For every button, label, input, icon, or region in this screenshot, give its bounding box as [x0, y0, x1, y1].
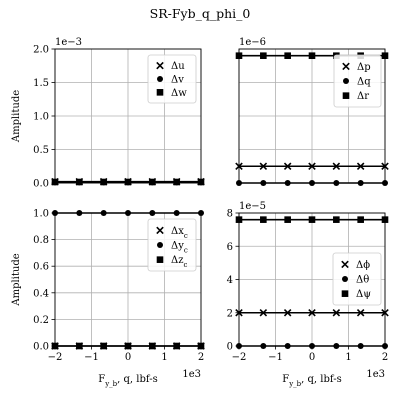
- y-tick-label: 8: [227, 209, 233, 220]
- legend-marker: [157, 242, 163, 248]
- legend: Δu Δv Δw: [147, 54, 197, 104]
- y-tick-label: 1.0: [33, 209, 49, 220]
- data-point: [76, 178, 83, 186]
- y-tick-label: 2: [227, 308, 233, 319]
- x-tick-label: −2: [232, 352, 247, 363]
- legend: Δp Δq Δr: [333, 54, 382, 108]
- data-point: [100, 178, 107, 186]
- legend: Δϕ Δθ Δψ: [332, 252, 382, 306]
- legend-label: Δv: [171, 75, 184, 86]
- x-multiplier: 1e3: [182, 369, 201, 380]
- series-3: [51, 178, 205, 186]
- y-multiplier: 1e−5: [239, 201, 266, 212]
- data-point: [308, 52, 316, 59]
- data-point: [260, 52, 267, 59]
- x-tick-label: 2: [198, 352, 204, 363]
- y-multiplier: 1e−6: [239, 37, 266, 48]
- x-axis-label: Fy_b​, q, lbf-s: [98, 374, 157, 388]
- y-axis-label: Amplitude: [11, 90, 22, 143]
- legend-label: Δxc​: [171, 226, 188, 240]
- legend-marker: [342, 62, 350, 71]
- x-tick-label: 1: [161, 352, 167, 363]
- x-tick-label: 0: [309, 352, 315, 363]
- legend-marker: [343, 78, 349, 84]
- legend-marker: [342, 276, 348, 282]
- y-tick-label: 6: [227, 242, 233, 253]
- y-tick-label: 0.5: [33, 145, 49, 156]
- x-axis-label: Fy_b​, q, lbf-s: [282, 374, 341, 388]
- data-point: [259, 308, 268, 317]
- legend-label: Δzc​: [171, 255, 188, 269]
- y-tick-label: 1.5: [33, 78, 49, 89]
- subplot-2: 1e−6 Δp Δq Δr: [235, 37, 389, 186]
- figure-title: SR-Fyb_q_phi_0: [150, 6, 251, 21]
- legend-marker: [156, 256, 164, 263]
- data-point: [284, 52, 291, 59]
- y-tick-label: 0.0: [33, 179, 49, 190]
- legend-marker: [157, 76, 163, 82]
- legend: Δxc​Δyc​Δzc​: [147, 218, 197, 272]
- data-point: [333, 216, 340, 223]
- legend-label: Δϕ: [356, 260, 370, 271]
- subplot-4: 0 2 4 6 8 −2 −1 0 1 2 1e−5 1e3 Fy_b​, q, lbf-s Δϕ Δθ Δψ: [227, 201, 389, 388]
- axes-frame: [238, 48, 386, 184]
- data-point: [357, 216, 364, 223]
- legend-label: Δp: [357, 62, 371, 73]
- x-tick-label: −1: [268, 352, 283, 363]
- data-point: [308, 216, 316, 223]
- data-point: [284, 216, 291, 223]
- x-tick-label: −1: [84, 352, 99, 363]
- legend-marker: [156, 89, 164, 96]
- legend-label: Δθ: [356, 275, 369, 286]
- legend-marker: [156, 61, 164, 70]
- y-tick-label: 0.0: [33, 342, 49, 353]
- legend-label: Δu: [171, 61, 185, 72]
- legend-marker: [342, 92, 350, 99]
- data-point: [332, 308, 341, 317]
- x-tick-label: 1: [345, 352, 351, 363]
- y-tick-label: 0: [227, 342, 233, 353]
- legend-label: Δyc​: [171, 241, 188, 255]
- legend-label: Δr: [357, 91, 369, 102]
- y-tick-label: 0.6: [33, 262, 49, 273]
- data-point: [283, 162, 292, 171]
- data-point: [283, 308, 292, 317]
- legend-marker: [341, 260, 349, 269]
- y-tick-label: 0.4: [33, 288, 49, 299]
- y-tick-label: 1.0: [33, 112, 49, 123]
- y-tick-label: 0.8: [33, 235, 49, 246]
- y-tick-label: 0.2: [33, 315, 49, 326]
- data-point: [260, 216, 267, 223]
- x-tick-label: 2: [382, 352, 388, 363]
- y-tick-label: 4: [227, 275, 233, 286]
- data-point: [308, 162, 316, 171]
- x-multiplier: 1e3: [366, 369, 385, 380]
- data-point: [332, 162, 341, 171]
- subplot-3: 0.0 0.2 0.4 0.6 0.8 1.0 −2 −1 0 1 2 1e3 Amplitude Fy_…: [11, 209, 205, 388]
- data-point: [173, 178, 180, 186]
- legend-marker: [341, 290, 349, 297]
- data-point: [259, 162, 268, 171]
- subplot-1: 0.0 0.5 1.0 1.5 2.0 1e−3 Amplitude Δu Δv Δw: [11, 37, 205, 190]
- y-axis-label: Amplitude: [11, 253, 22, 306]
- legend-label: Δq: [357, 77, 371, 88]
- y-tick-label: 2.0: [33, 45, 49, 56]
- data-point: [124, 178, 132, 186]
- legend-marker: [156, 226, 164, 235]
- series-3: [235, 216, 389, 223]
- y-multiplier: 1e−3: [55, 37, 82, 48]
- x-tick-label: 0: [125, 352, 131, 363]
- data-point: [308, 308, 316, 317]
- data-point: [149, 178, 156, 186]
- data-point: [356, 162, 365, 171]
- data-point: [356, 308, 365, 317]
- x-tick-label: −2: [48, 352, 63, 363]
- legend-label: Δψ: [356, 289, 371, 300]
- legend-label: Δw: [171, 88, 187, 99]
- series-1: [235, 162, 389, 171]
